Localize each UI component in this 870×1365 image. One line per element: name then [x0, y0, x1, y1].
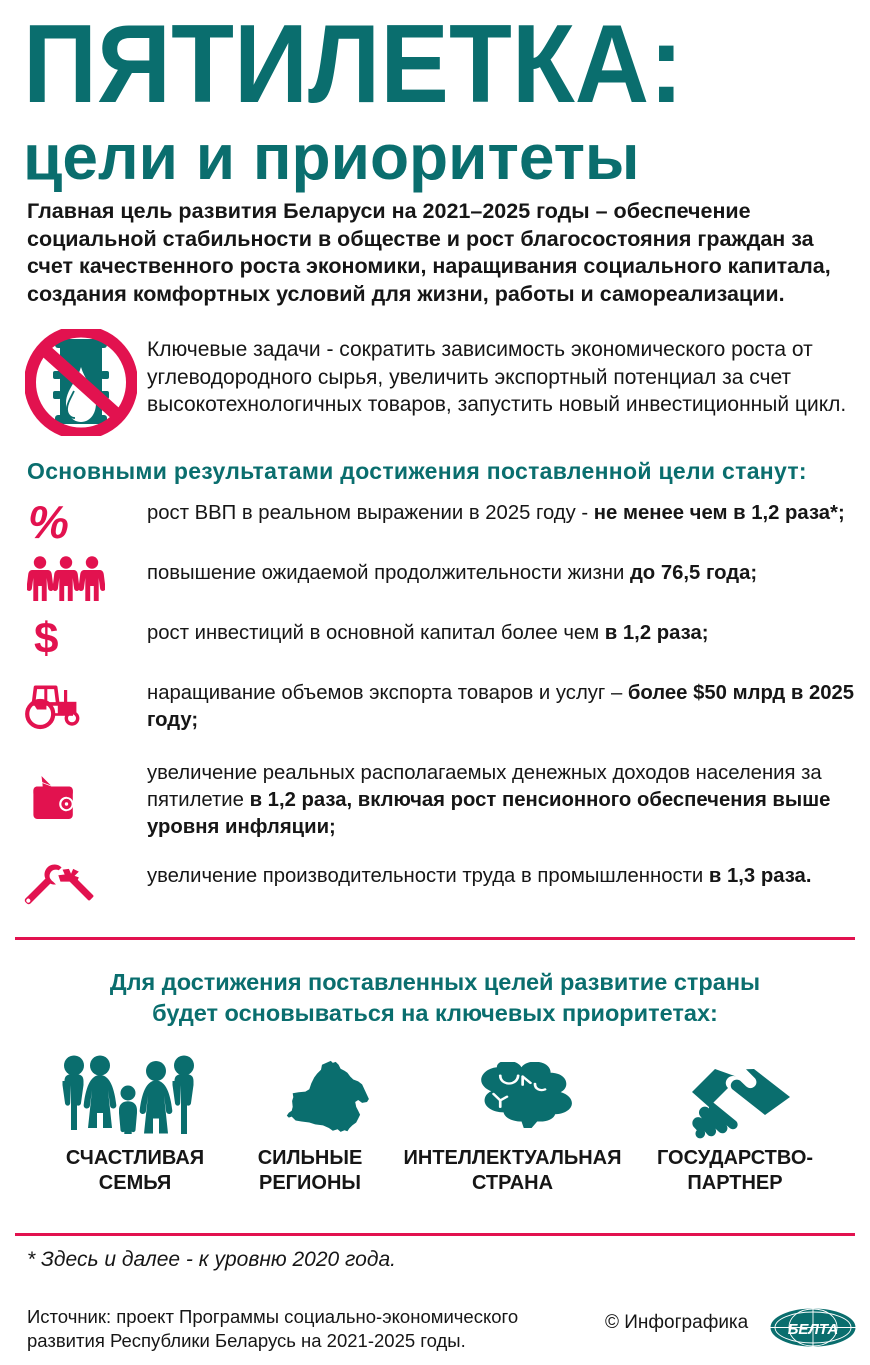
- svg-text:БЕЛТА: БЕЛТА: [788, 1321, 839, 1338]
